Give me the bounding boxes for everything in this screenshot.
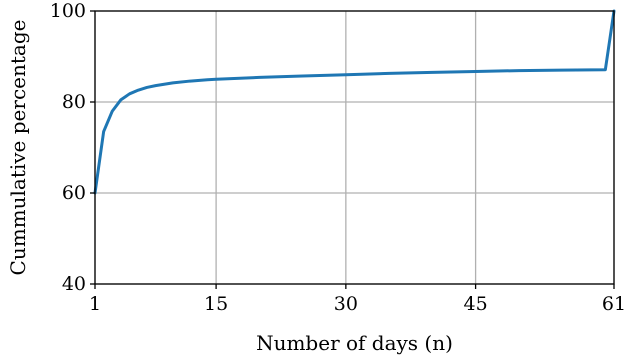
series-line — [93, 9, 616, 195]
series-lines — [93, 9, 616, 195]
axis-ticks: 1 15 30 45 61 40 60 80 100 — [50, 0, 626, 315]
plot-frame — [94, 10, 615, 285]
x-tick-label: 1 — [89, 293, 101, 315]
y-tick-label: 40 — [62, 273, 86, 295]
y-tick-label: 100 — [50, 0, 86, 22]
x-axis-label: Number of days (n) — [256, 331, 453, 355]
x-tick-label: 61 — [602, 293, 626, 315]
grid-lines — [94, 10, 615, 285]
y-tick-label: 60 — [62, 182, 86, 204]
y-axis-label: Cummulative percentage — [6, 20, 30, 276]
x-tick-label: 15 — [204, 293, 228, 315]
x-tick-label: 30 — [334, 293, 358, 315]
y-tick-label: 80 — [62, 91, 86, 113]
x-tick-label: 45 — [464, 293, 488, 315]
